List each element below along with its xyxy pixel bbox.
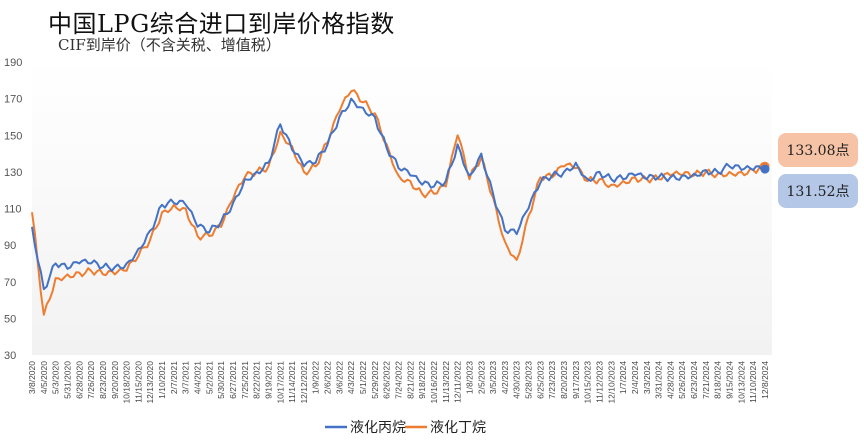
butane-value-callout: 133.08点 [778,133,858,167]
x-tick-label: 7/24/2022 [394,361,404,399]
x-tick-label: 1/8/2023 [464,361,474,394]
x-tick-label: 5/31/2020 [62,361,72,399]
x-tick-label: 3/6/2022 [334,361,344,394]
y-tick-label: 50 [4,313,16,325]
y-tick-label: 70 [4,277,16,289]
x-tick-label: 9/15/2024 [725,361,735,399]
x-tick-label: 3/31/2024 [654,361,664,399]
x-tick-label: 6/23/2024 [689,361,699,399]
x-tick-label: 4/30/2023 [512,361,522,399]
y-tick-label: 110 [4,204,22,216]
legend: 液化丙烷 液化丁烷 [325,420,486,436]
x-tick-label: 12/10/2023 [606,361,616,404]
x-tick-label: 6/25/2023 [535,361,545,399]
x-tick-label: 5/3/2020 [51,361,61,394]
x-tick-label: 8/18/2024 [713,361,723,399]
series-line-propane [31,97,766,291]
x-tick-label: 1/7/2024 [618,361,628,394]
x-tick-label: 7/23/2023 [547,361,557,399]
x-tick-label: 3/5/2023 [488,361,498,394]
x-tick-label: 4/2/2023 [500,361,510,394]
y-tick-label: 190 [4,57,22,69]
x-tick-label: 5/29/2022 [370,361,380,399]
x-tick-label: 10/18/2020 [122,361,132,404]
x-tick-label: 9/19/2021 [263,361,273,399]
x-tick-label: 4/28/2024 [665,361,675,399]
x-tick-label: 6/28/2020 [74,361,84,399]
x-tick-label: 6/26/2022 [382,361,392,399]
x-tick-label: 2/4/2024 [630,361,640,394]
legend-butane-label: 液化丁烷 [430,420,486,436]
x-tick-label: 9/18/2022 [417,361,427,399]
x-tick-label: 7/26/2020 [86,361,96,399]
plot-background [32,60,772,355]
x-tick-label: 6/27/2021 [228,361,238,399]
x-tick-label: 11/14/2021 [287,361,297,403]
x-tick-label: 2/6/2022 [323,361,333,394]
x-tick-label: 10/16/2022 [429,361,439,404]
x-tick-label: 4/3/2022 [346,361,356,394]
x-tick-label: 11/12/2023 [594,361,604,403]
chart-subtitle: CIF到岸价（不含关税、增值税） [58,36,281,54]
x-tick-label: 3/7/2021 [181,361,191,394]
x-tick-label: 8/23/2020 [98,361,108,399]
x-tick-label: 2/7/2021 [169,361,179,394]
x-tick-label: 5/30/2021 [216,361,226,399]
x-tick-label: 7/25/2021 [240,361,250,399]
x-tick-label: 9/17/2023 [571,361,581,399]
x-tick-label: 10/17/2021 [275,361,285,404]
x-tick-label: 11/15/2020 [133,361,143,403]
x-tick-label: 9/20/2020 [110,361,120,399]
x-tick-label: 4/4/2021 [193,361,203,394]
propane-value-callout: 131.52点 [778,174,858,208]
x-tick-label: 7/21/2024 [701,361,711,399]
x-tick-label: 12/13/2020 [145,361,155,404]
legend-propane-label: 液化丙烷 [350,420,406,436]
x-tick-label: 8/21/2022 [405,361,415,399]
butane-value-label: 133.08点 [786,143,850,159]
x-tick-label: 5/1/2022 [358,361,368,394]
x-tick-label: 5/26/2024 [677,361,687,399]
x-tick-label: 12/11/2022 [453,361,463,403]
y-tick-label: 90 [4,240,16,252]
y-tick-label: 30 [4,350,16,362]
x-tick-label: 2/5/2023 [476,361,486,394]
x-tick-label: 11/10/2024 [748,361,758,403]
x-tick-label: 5/2/2021 [204,361,214,394]
propane-value-label: 131.52点 [786,184,850,200]
chart-title: 中国LPG综合进口到岸价格指数 [48,10,395,38]
x-tick-label: 3/8/2020 [27,361,37,394]
x-tick-label: 10/15/2023 [583,361,593,404]
x-tick-label: 10/13/2024 [736,361,746,404]
x-tick-label: 8/22/2021 [252,361,262,399]
x-tick-label: 11/13/2022 [441,361,451,403]
x-tick-label: 5/28/2023 [524,361,534,399]
x-tick-label: 8/20/2023 [559,361,569,399]
y-tick-label: 130 [4,167,22,179]
x-tick-label: 12/12/2021 [299,361,309,404]
x-tick-label: 12/8/2024 [760,361,770,399]
y-tick-label: 170 [4,94,22,106]
x-tick-label: 3/3/2024 [642,361,652,394]
x-tick-label: 1/9/2022 [311,361,321,394]
y-tick-label: 150 [4,130,22,142]
end-point-propane [760,164,770,174]
x-tick-label: 1/10/2021 [157,361,167,399]
x-tick-label: 4/5/2020 [39,361,49,394]
